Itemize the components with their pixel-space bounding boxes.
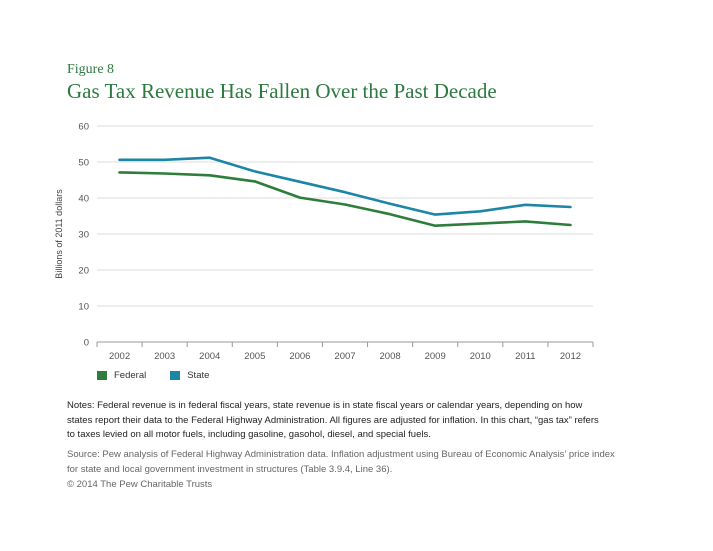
legend-label-federal: Federal bbox=[114, 370, 147, 381]
series-line-state bbox=[118, 156, 572, 216]
x-tick-label: 2011 bbox=[515, 351, 535, 362]
legend-swatch-state bbox=[170, 371, 181, 380]
y-axis-label: Billions of 2011 dollars bbox=[54, 189, 64, 279]
y-tick-label: 20 bbox=[78, 266, 89, 277]
x-tick-label: 2005 bbox=[244, 351, 265, 362]
y-tick-label: 0 bbox=[84, 338, 89, 349]
x-tick-label: 2010 bbox=[470, 351, 491, 362]
line-chart: 0 10 20 30 40 50 60 2002 2003 2004 2005 2006 2007 200… bbox=[54, 122, 594, 362]
chart-source: Source: Pew analysis of Federal Highway … bbox=[67, 449, 615, 475]
x-tick-label: 2007 bbox=[334, 351, 355, 362]
x-tick-label: 2008 bbox=[380, 351, 401, 362]
x-tick-label: 2012 bbox=[560, 351, 581, 362]
y-tick-label: 40 bbox=[78, 194, 89, 205]
legend: Federal State bbox=[97, 370, 209, 381]
y-tick-label: 10 bbox=[78, 302, 89, 313]
legend-item-federal: Federal bbox=[97, 370, 146, 381]
figure-label: Figure 8 bbox=[67, 62, 115, 77]
legend-item-state: State bbox=[170, 370, 209, 381]
x-tick-label: 2009 bbox=[425, 351, 446, 362]
y-tick-label: 60 bbox=[78, 122, 89, 133]
x-tick-label: 2004 bbox=[199, 351, 220, 362]
y-tick-label: 50 bbox=[78, 158, 89, 169]
series-line-federal bbox=[118, 171, 572, 227]
y-tick-label: 30 bbox=[78, 230, 89, 241]
x-tick-label: 2003 bbox=[154, 351, 175, 362]
chart-notes: Notes: Federal revenue is in federal fis… bbox=[67, 400, 599, 440]
chart-title: Gas Tax Revenue Has Fallen Over the Past… bbox=[67, 79, 497, 103]
legend-label-state: State bbox=[187, 370, 210, 381]
x-tick-label: 2006 bbox=[289, 351, 310, 362]
x-tick-label: 2002 bbox=[109, 351, 130, 362]
copyright: © 2014 The Pew Charitable Trusts bbox=[67, 479, 213, 490]
legend-swatch-federal bbox=[97, 371, 107, 380]
